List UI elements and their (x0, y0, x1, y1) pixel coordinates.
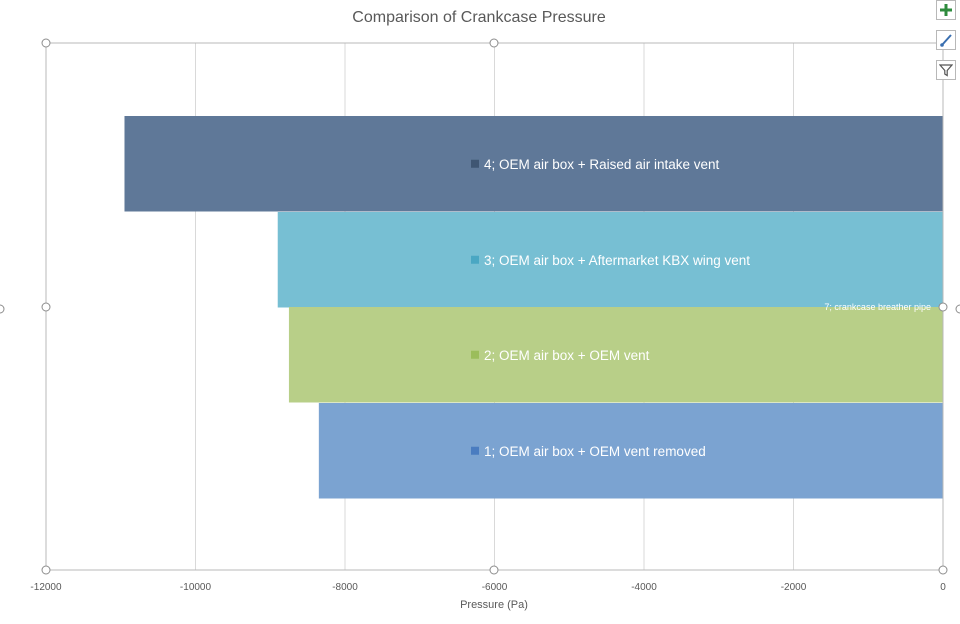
x-axis-label: Pressure (Pa) (460, 599, 528, 611)
bar-label: 4; OEM air box + Raised air intake vent (484, 157, 719, 172)
series-labels: 4; OEM air box + Raised air intake vent 3… (471, 157, 750, 459)
resize-handle[interactable] (41, 302, 51, 312)
resize-handle[interactable] (938, 565, 948, 575)
bar-label: 3; OEM air box + Aftermarket KBX wing ve… (484, 253, 750, 268)
chart-title: Comparison of Crankcase Pressure (352, 9, 606, 26)
resize-handle[interactable] (41, 38, 51, 48)
bar[interactable] (124, 116, 944, 212)
resize-handle[interactable] (0, 304, 5, 314)
x-tick-label: 0 (940, 582, 946, 593)
breather-pipe-annotation: 7; crankcase breather pipe (824, 302, 931, 312)
brush-icon (940, 34, 952, 47)
resize-handle[interactable] (41, 565, 51, 575)
resize-handle[interactable] (955, 304, 960, 314)
resize-handle[interactable] (938, 302, 948, 312)
x-tick-label: -4000 (631, 582, 657, 593)
resize-handle[interactable] (489, 38, 499, 48)
legend-swatch (471, 255, 479, 264)
resize-handle[interactable] (489, 565, 499, 575)
legend-swatch (471, 350, 479, 359)
bar-label: 2; OEM air box + OEM vent (484, 348, 650, 363)
chart-styles-button[interactable] (936, 30, 956, 50)
x-axis-ticks: -12000 -10000 -8000 -6000 -4000 -2000 0 (30, 582, 946, 593)
x-tick-label: -12000 (30, 582, 62, 593)
x-tick-label: -8000 (332, 582, 358, 593)
filter-icon (939, 64, 953, 77)
chart-filters-button[interactable] (936, 60, 956, 80)
x-tick-label: -6000 (482, 582, 508, 593)
bars (124, 116, 944, 499)
selection-handles[interactable] (0, 38, 960, 575)
bar-label: 1; OEM air box + OEM vent removed (484, 444, 706, 459)
bar[interactable] (277, 212, 944, 308)
x-tick-label: -2000 (781, 582, 807, 593)
bar[interactable] (288, 307, 943, 403)
legend-swatch (471, 446, 479, 455)
bar[interactable] (318, 403, 943, 499)
chart-elements-button[interactable] (936, 0, 956, 20)
x-tick-label: -10000 (180, 582, 212, 593)
chart-elements-icon (940, 4, 952, 16)
legend-swatch (471, 159, 479, 168)
